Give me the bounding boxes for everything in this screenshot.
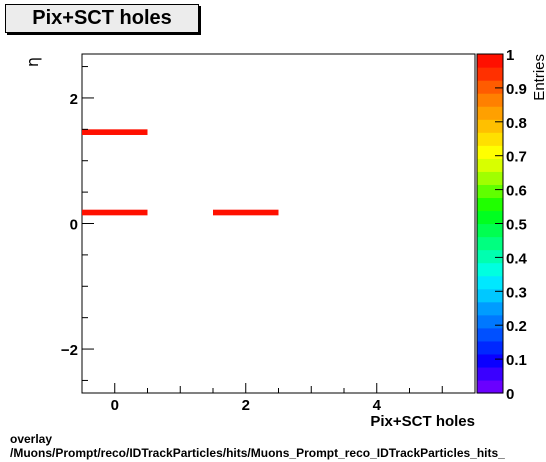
palette-tick-label: 0.1 (506, 352, 527, 369)
palette-swatch (477, 80, 503, 94)
palette-tick-label: 0.9 (506, 81, 527, 98)
heatmap-cell (82, 209, 148, 216)
palette-tick-label: 0.8 (506, 115, 527, 132)
palette-tick-label: 0 (506, 386, 514, 403)
palette-swatch (477, 132, 503, 146)
palette-tick-label: 0.6 (506, 183, 527, 200)
palette-swatch (477, 67, 503, 81)
palette-swatch (477, 210, 503, 225)
palette-swatch (477, 54, 503, 68)
palette-tick-label: 0.7 (506, 149, 527, 166)
palette-axis-label: Entries (531, 54, 546, 101)
heatmap-cell (82, 129, 148, 135)
y-axis-label: η (23, 57, 42, 67)
chart-title: Pix+SCT holes (5, 4, 199, 33)
palette-swatch (477, 93, 503, 107)
y-tick-label: 0 (70, 217, 78, 234)
palette-swatch (477, 184, 503, 199)
palette-swatch (477, 249, 503, 264)
palette-swatch (477, 275, 503, 290)
x-tick-label: 4 (373, 397, 382, 414)
plot-frame (81, 53, 476, 394)
palette-swatch (477, 145, 503, 159)
palette-swatch (477, 379, 503, 394)
palette-swatch (477, 106, 503, 120)
palette-tick-label: 0.5 (506, 217, 527, 234)
x-axis-label: Pix+SCT holes (370, 413, 475, 430)
palette-swatch (477, 236, 503, 251)
x-tick-label: 2 (242, 397, 250, 414)
footer-line-1: overlay (10, 432, 53, 446)
palette-swatch (477, 119, 503, 133)
palette-swatch (477, 197, 503, 212)
y-tick-label: −2 (61, 342, 78, 359)
palette-swatch (477, 353, 503, 368)
palette-swatch (477, 288, 503, 303)
palette-swatch (477, 158, 503, 172)
palette-swatch (477, 171, 503, 185)
palette-swatch (477, 301, 503, 316)
palette-swatch (477, 262, 503, 277)
palette-tick-label: 0.3 (506, 284, 527, 301)
footer-line-2: /Muons/Prompt/reco/IDTrackParticles/hits… (10, 446, 505, 460)
palette-tick-label: 0.2 (506, 318, 527, 335)
x-tick-label: 0 (111, 397, 119, 414)
y-tick-label: 2 (70, 91, 78, 108)
palette-tick-label: 1 (506, 47, 514, 64)
palette-tick-label: 0.4 (506, 250, 528, 267)
palette-swatch (477, 223, 503, 238)
palette-swatch (477, 340, 503, 355)
palette-swatch (477, 366, 503, 381)
palette-swatch (477, 327, 503, 342)
palette-swatch (477, 314, 503, 329)
heatmap-cell (213, 209, 279, 216)
